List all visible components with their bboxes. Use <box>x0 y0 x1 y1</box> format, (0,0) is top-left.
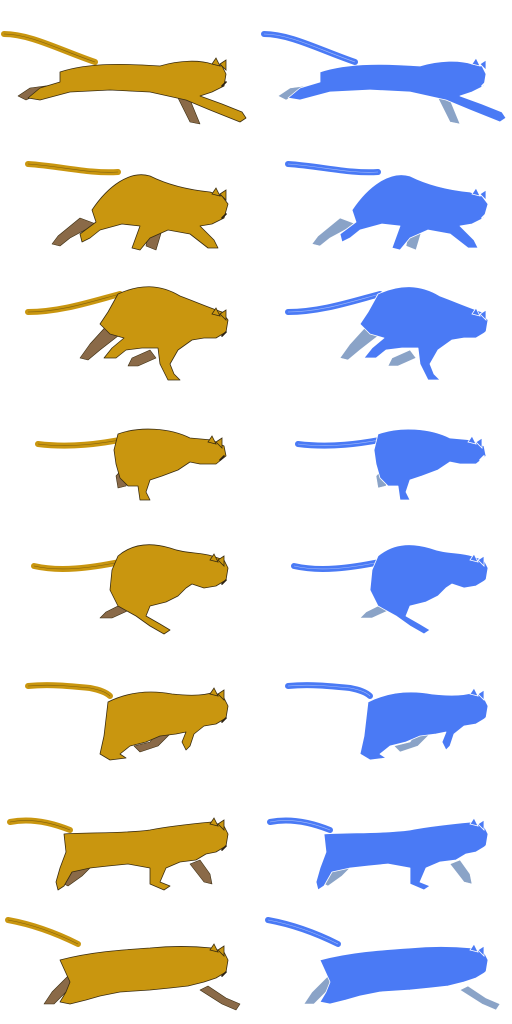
face-mark <box>219 455 225 461</box>
sprite-frame-tinted-7 <box>256 764 512 892</box>
ears-shape <box>207 435 223 449</box>
face-mark <box>221 213 227 219</box>
cougar-sprite-natural-gather-front <box>25 161 229 251</box>
body-shape <box>369 544 489 635</box>
face-mark <box>221 845 227 851</box>
tail-outline <box>9 820 71 831</box>
ears-shape <box>469 817 485 831</box>
face-mark <box>481 331 487 337</box>
tail-shape <box>25 682 113 699</box>
face-mark <box>481 579 487 585</box>
cougar-sprite-tinted-reach <box>265 917 501 1011</box>
tail-outline <box>287 293 381 313</box>
face-mark <box>481 971 487 977</box>
face-mark <box>481 845 487 851</box>
tail-outline <box>293 561 381 570</box>
body-shape <box>79 174 229 251</box>
face-mark <box>481 81 487 87</box>
tail-outline <box>263 33 356 63</box>
tail-outline <box>287 684 371 697</box>
tail-shape <box>5 917 81 947</box>
body-shape <box>339 174 489 251</box>
ears-shape <box>209 687 225 701</box>
body-shape <box>99 286 229 381</box>
cougar-sprite-tinted-gather-front <box>285 161 489 251</box>
face-mark <box>221 717 227 723</box>
cougar-sprite-tinted-tuck <box>295 428 487 501</box>
sprite-frame-tinted-5 <box>256 508 512 636</box>
tail-outline <box>27 163 119 173</box>
face-mark <box>481 213 487 219</box>
body-shape <box>59 946 229 1005</box>
cougar-sprite-natural-reach <box>5 917 241 1011</box>
tail-outline <box>269 820 331 831</box>
ears-shape <box>209 817 225 831</box>
tail-shape <box>285 682 373 699</box>
ears-shape <box>467 435 483 449</box>
ears-shape <box>469 553 485 567</box>
body-shape <box>27 60 247 123</box>
sprite-frame-natural-3 <box>0 254 256 382</box>
tail-shape <box>265 917 341 947</box>
cougar-sprite-tinted-push-off <box>285 286 489 381</box>
sprite-frame-natural-2 <box>0 126 256 254</box>
face-mark <box>481 717 487 723</box>
sprite-frame-tinted-1 <box>256 0 512 128</box>
ears-shape <box>211 57 227 71</box>
cougar-sprite-tinted-compressed <box>291 544 489 635</box>
sprite-frame-tinted-4 <box>256 380 512 508</box>
body-shape <box>359 286 489 381</box>
tail-shape <box>25 291 123 315</box>
sprite-frame-tinted-6 <box>256 636 512 764</box>
cougar-sprite-tinted-land-front <box>285 682 489 761</box>
cougar-sprite-natural-tuck <box>35 428 227 501</box>
cougar-sprite-natural-push-off <box>25 286 229 381</box>
face-mark <box>221 81 227 87</box>
cougar-sprite-natural-full-stretch <box>1 31 247 125</box>
body-shape <box>109 544 229 635</box>
ears-shape <box>471 187 487 201</box>
sprite-frame-natural-1 <box>0 0 256 128</box>
ears-shape <box>211 187 227 201</box>
sprite-frame-natural-6 <box>0 636 256 764</box>
face-mark <box>479 455 485 461</box>
body-shape <box>99 691 229 761</box>
tail-outline <box>287 163 379 173</box>
face-mark <box>221 331 227 337</box>
ears-shape <box>469 943 485 957</box>
tail-shape <box>1 31 98 65</box>
ears-shape <box>209 943 225 957</box>
sprite-frame-tinted-3 <box>256 254 512 382</box>
tail-shape <box>261 31 358 65</box>
body-shape <box>287 60 507 123</box>
tail-outline <box>267 919 339 945</box>
sprite-frame-natural-8 <box>0 892 256 1020</box>
sprite-frame-natural-4 <box>0 380 256 508</box>
tail-outline <box>27 684 111 697</box>
tail-outline <box>3 33 96 63</box>
cougar-sprite-natural-compressed <box>31 544 229 635</box>
sprite-frame-tinted-2 <box>256 126 512 254</box>
tail-shape <box>285 291 383 315</box>
cougar-sprite-natural-extend-back <box>7 817 229 891</box>
cougar-sprite-tinted-extend-back <box>267 817 489 891</box>
sprite-frame-natural-7 <box>0 764 256 892</box>
cougar-sprite-tinted-full-stretch <box>261 31 507 125</box>
tail-outline <box>33 561 121 570</box>
body-shape <box>319 946 489 1005</box>
ears-shape <box>471 57 487 71</box>
ears-shape <box>471 307 487 321</box>
ears-shape <box>211 307 227 321</box>
sprite-frame-tinted-8 <box>256 892 512 1020</box>
face-mark <box>221 971 227 977</box>
tail-outline <box>27 293 121 313</box>
ears-shape <box>469 687 485 701</box>
sprite-frame-natural-5 <box>0 508 256 636</box>
body-shape <box>359 691 489 761</box>
cougar-sprite-natural-land-front <box>25 682 229 761</box>
ears-shape <box>209 553 225 567</box>
tail-outline <box>7 919 79 945</box>
face-mark <box>221 579 227 585</box>
